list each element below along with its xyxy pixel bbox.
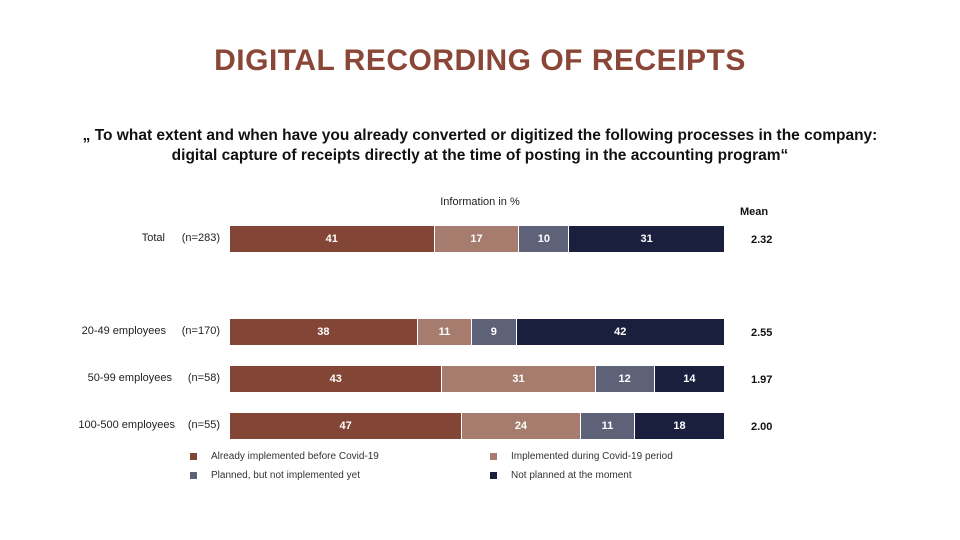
bar-segment: 38 [230, 319, 418, 345]
bar-segment: 11 [417, 319, 473, 345]
legend-swatch [490, 453, 497, 460]
bar-segment: 41 [230, 226, 435, 252]
bar-segment: 9 [472, 319, 517, 345]
category-label: 50-99 employees [87, 372, 172, 384]
bar-segment: 17 [434, 226, 520, 252]
sample-size-label: (n=170) [181, 325, 220, 337]
mean-value: 2.00 [751, 421, 773, 433]
bar-segment: 31 [569, 226, 724, 252]
legend-label: Not planned at the moment [511, 470, 632, 481]
question-line-1: „ To what extent and when have you alrea… [82, 127, 878, 144]
bar-segment: 11 [580, 413, 636, 439]
legend-item: Not planned at the moment [490, 470, 632, 481]
chart-subtitle: Information in % [440, 196, 520, 208]
bar-segment: 14 [654, 366, 724, 392]
legend-item: Planned, but not implemented yet [190, 470, 360, 481]
survey-question: „ To what extent and when have you alrea… [60, 126, 900, 166]
mean-value: 2.32 [751, 234, 773, 246]
legend-item: Implemented during Covid-19 period [490, 451, 673, 462]
slide-title: DIGITAL RECORDING OF RECEIPTS [214, 44, 746, 77]
category-label: 20-49 employees [81, 325, 166, 337]
question-line-2: digital capture of receipts directly at … [171, 147, 789, 164]
bar-segment: 42 [516, 319, 724, 345]
bar-segment: 47 [230, 413, 463, 439]
legend-item: Already implemented before Covid-19 [190, 451, 379, 462]
mean-value: 2.55 [751, 327, 773, 339]
mean-value: 1.97 [751, 374, 773, 386]
legend-label: Planned, but not implemented yet [211, 470, 360, 481]
bar-segment: 12 [595, 366, 655, 392]
sample-size-label: (n=283) [181, 232, 220, 244]
legend-label: Implemented during Covid-19 period [511, 451, 673, 462]
legend-swatch [490, 472, 497, 479]
bar-segment: 24 [462, 413, 581, 439]
sample-size-label: (n=55) [187, 419, 220, 431]
legend-label: Already implemented before Covid-19 [211, 451, 379, 462]
bar-segment: 43 [230, 366, 443, 392]
bar-segment: 18 [635, 413, 724, 439]
category-label: Total [141, 232, 165, 244]
legend-swatch [190, 453, 197, 460]
legend-swatch [190, 472, 197, 479]
bar-segment: 31 [442, 366, 596, 392]
bar-segment: 10 [519, 226, 570, 252]
sample-size-label: (n=58) [187, 372, 220, 384]
category-label: 100-500 employees [78, 419, 175, 431]
mean-header: Mean [740, 206, 769, 218]
